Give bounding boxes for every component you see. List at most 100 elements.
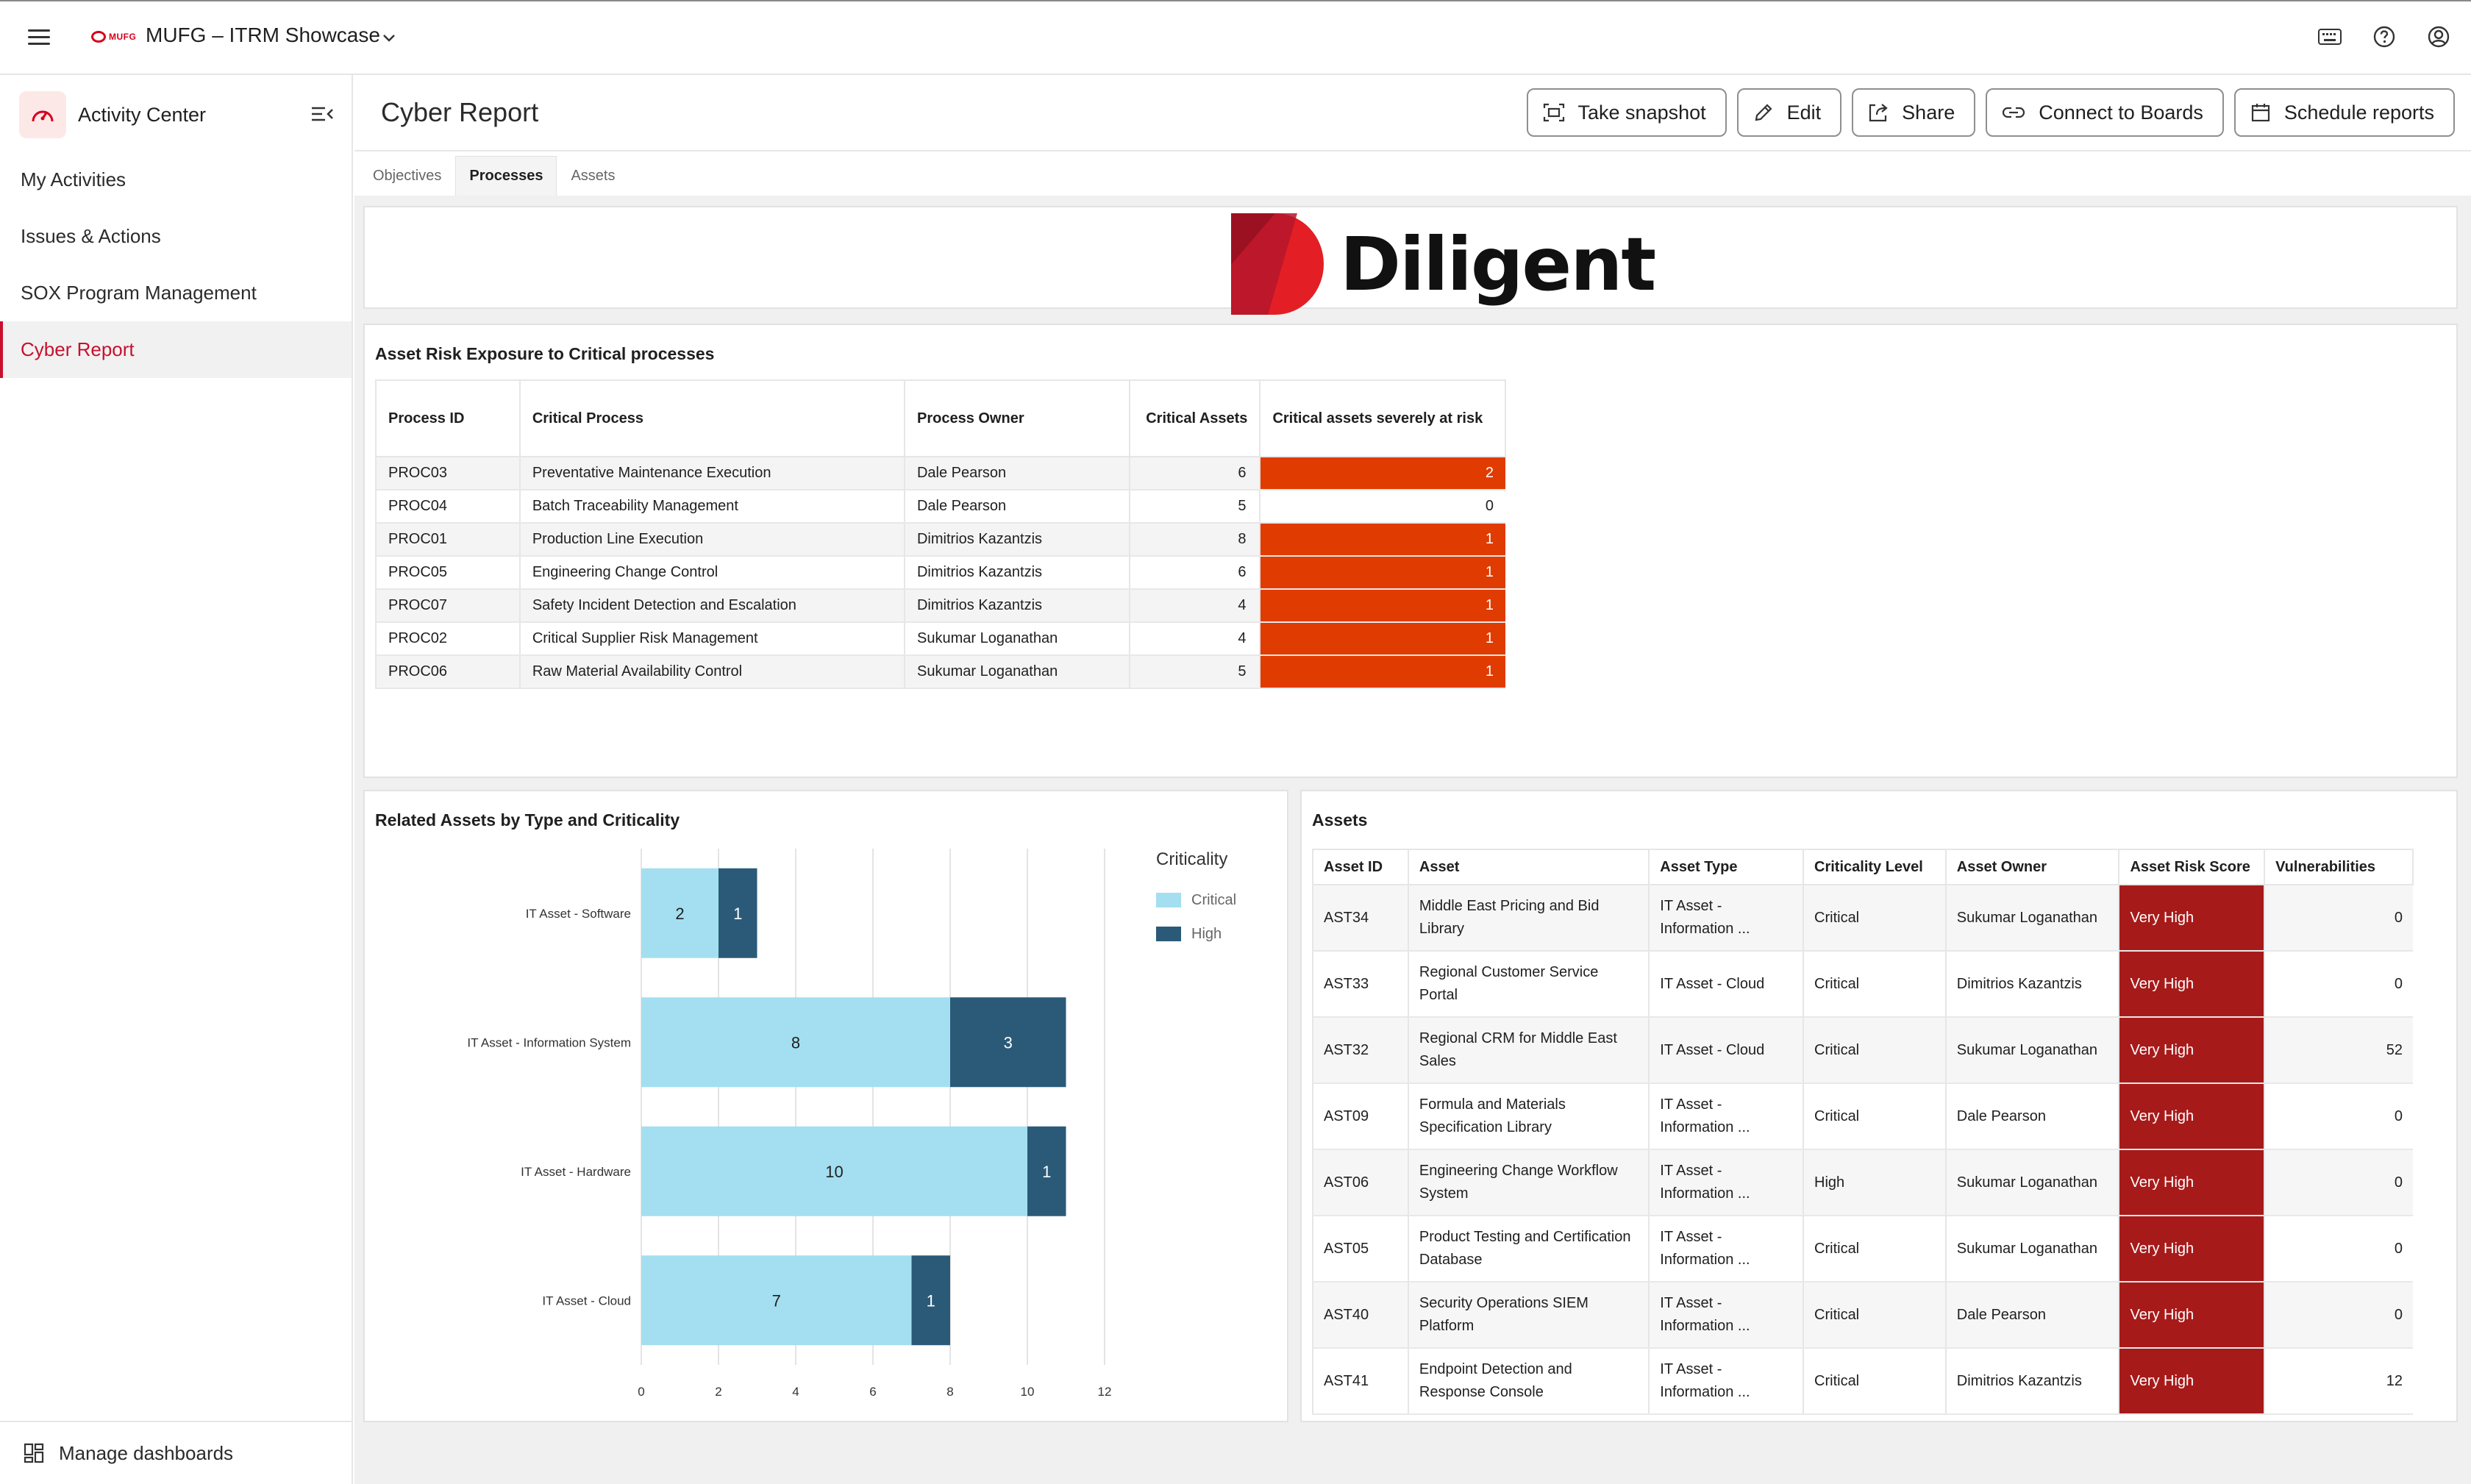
edit-button[interactable]: Edit — [1736, 88, 1842, 137]
take-snapshot-button[interactable]: Take snapshot — [1526, 88, 1727, 137]
table-cell: 1 — [1259, 556, 1505, 590]
dashboard-grid-icon — [24, 1443, 44, 1463]
table-cell: 1 — [1259, 655, 1505, 689]
chevron-down-icon[interactable] — [381, 29, 397, 46]
connect-to-boards-button[interactable]: Connect to Boards — [1986, 88, 2224, 137]
related-assets-chart: 0 2 4 6 8 10 12 IT Asset - Software 2 1 IT Asset -… — [467, 849, 1236, 1399]
table-cell: IT Asset - Information ... — [1648, 885, 1804, 952]
table-row[interactable]: AST41 Endpoint Detection and Response Con… — [1312, 1348, 2413, 1415]
table-row[interactable]: AST09 Formula and Materials Specification… — [1312, 1083, 2413, 1150]
sidebar-item-issues-actions[interactable]: Issues & Actions — [21, 225, 161, 247]
column-header[interactable]: Critical assets severely at risk — [1259, 379, 1506, 457]
column-header[interactable]: Asset — [1407, 849, 1650, 885]
collapse-sidebar-icon[interactable] — [310, 103, 335, 125]
table-row[interactable]: AST32 Regional CRM for Middle East Sales I… — [1312, 1017, 2413, 1084]
table-cell: Regional Customer Service Portal — [1407, 951, 1650, 1018]
table-cell: Formula and Materials Specification Libr… — [1407, 1083, 1650, 1150]
column-header[interactable]: Critical Assets — [1128, 379, 1261, 457]
menu-icon[interactable] — [28, 29, 50, 46]
table-row[interactable]: PROC07 Safety Incident Detection and Esca… — [375, 589, 1505, 623]
help-icon[interactable] — [2371, 24, 2397, 50]
connect-to-boards-label: Connect to Boards — [2039, 101, 2203, 124]
table-row[interactable]: PROC05 Engineering Change Control Dimitrio… — [375, 556, 1505, 590]
bar-high — [950, 997, 1066, 1088]
manage-dashboards-label: Manage dashboards — [59, 1441, 234, 1464]
table-row[interactable]: PROC06 Raw Material Availability Control S… — [375, 655, 1505, 689]
sidebar-item-my-activities[interactable]: My Activities — [21, 168, 126, 190]
table-cell: 0 — [2264, 1083, 2413, 1150]
table-cell: IT Asset - Cloud — [1648, 951, 1804, 1018]
keyboard-icon[interactable] — [2317, 24, 2343, 50]
table-row[interactable]: PROC03 Preventative Maintenance Execution… — [375, 457, 1505, 490]
table-cell: Dimitrios Kazantzis — [1944, 951, 2119, 1018]
legend-label: High — [1191, 926, 1222, 942]
column-header[interactable]: Asset ID — [1312, 849, 1409, 885]
table-row[interactable]: AST05 Product Testing and Certification D… — [1312, 1216, 2413, 1283]
table-cell: Dale Pearson — [1944, 1083, 2119, 1150]
account-icon[interactable] — [2425, 24, 2452, 50]
asset-risk-exposure-panel: Asset Risk Exposure to Critical processe… — [363, 324, 2458, 778]
table-cell: Production Line Execution — [518, 523, 905, 557]
table-row[interactable]: AST34 Middle East Pricing and Bid Library… — [1312, 885, 2413, 952]
column-header[interactable]: Asset Type — [1648, 849, 1805, 885]
share-button[interactable]: Share — [1852, 88, 1976, 137]
table-row[interactable]: PROC02 Critical Supplier Risk Management S… — [375, 622, 1505, 656]
table-cell: PROC03 — [375, 457, 520, 490]
activity-badge — [19, 91, 66, 138]
manage-dashboards-button[interactable]: Manage dashboards — [0, 1421, 352, 1484]
table-cell: Very High — [2118, 1282, 2265, 1349]
chart-title: Related Assets by Type and Criticality — [375, 810, 680, 830]
table-cell: Regional CRM for Middle East Sales — [1407, 1017, 1650, 1084]
table-cell: PROC06 — [375, 655, 520, 689]
tab-processes[interactable]: Processes — [455, 156, 557, 196]
column-header[interactable]: Criticality Level — [1803, 849, 1947, 885]
report-tabs: Objectives Processes Assets — [359, 156, 629, 196]
table-row[interactable]: AST33 Regional Customer Service Portal IT … — [1312, 951, 2413, 1018]
column-header[interactable]: Process Owner — [903, 379, 1130, 457]
table-row[interactable]: PROC01 Production Line Execution Dimitrios… — [375, 523, 1505, 557]
table-cell: 2 — [1259, 457, 1505, 490]
legend-title: Criticality — [1156, 849, 1227, 869]
sidebar-nav: My Activities Issues & Actions SOX Progr… — [0, 151, 352, 378]
table-cell: Sukumar Loganathan — [1944, 1017, 2119, 1084]
related-assets-chart-panel: Related Assets by Type and Criticality 0… — [363, 790, 1288, 1422]
table-cell: IT Asset - Information ... — [1648, 1149, 1804, 1216]
table-cell: Sukumar Loganathan — [903, 622, 1130, 656]
process-table: Process ID Critical Process Process Owne… — [375, 379, 1506, 689]
table-cell: AST06 — [1312, 1149, 1408, 1216]
asset-risk-exposure-title: Asset Risk Exposure to Critical processe… — [375, 344, 715, 363]
tab-objectives[interactable]: Objectives — [373, 167, 442, 184]
table-cell: Very High — [2118, 951, 2265, 1018]
table-row[interactable]: AST40 Security Operations SIEM Platform IT… — [1312, 1282, 2413, 1349]
sidebar-item-cyber-report[interactable]: Cyber Report — [0, 321, 352, 378]
table-cell: Critical — [1803, 1282, 1946, 1349]
table-cell: 0 — [2264, 1216, 2413, 1283]
column-header[interactable]: Asset Risk Score — [2118, 849, 2266, 885]
table-cell: 52 — [2264, 1017, 2413, 1084]
table-cell: PROC01 — [375, 523, 520, 557]
table-cell: 12 — [2264, 1348, 2413, 1415]
app-title[interactable]: MUFG – ITRM Showcase — [146, 24, 380, 46]
bar-high — [911, 1255, 950, 1346]
tab-assets[interactable]: Assets — [571, 167, 616, 184]
data-label: 1 — [927, 1291, 935, 1310]
mufg-logo: MUFG — [91, 31, 136, 43]
column-header[interactable]: Process ID — [375, 379, 521, 457]
sidebar-item-sox-program[interactable]: SOX Program Management — [21, 282, 257, 304]
table-cell: Preventative Maintenance Execution — [518, 457, 905, 490]
table-cell: Batch Traceability Management — [518, 490, 905, 524]
y-tick-label: IT Asset - Cloud — [542, 1294, 631, 1308]
column-header[interactable]: Critical Process — [518, 379, 905, 457]
y-tick-label: IT Asset - Information System — [467, 1035, 631, 1049]
table-cell: PROC02 — [375, 622, 520, 656]
data-label: 1 — [1042, 1163, 1051, 1181]
table-cell: High — [1803, 1149, 1946, 1216]
column-header[interactable]: Vulnerabilities — [2264, 849, 2414, 885]
table-cell: 5 — [1128, 655, 1261, 689]
table-row[interactable]: PROC04 Batch Traceability Management Dale … — [375, 490, 1505, 524]
table-cell: 0 — [2264, 1282, 2413, 1349]
table-cell: Product Testing and Certification Databa… — [1407, 1216, 1650, 1283]
column-header[interactable]: Asset Owner — [1944, 849, 2120, 885]
schedule-reports-button[interactable]: Schedule reports — [2233, 88, 2455, 137]
table-row[interactable]: AST06 Engineering Change Workflow System I… — [1312, 1149, 2413, 1216]
